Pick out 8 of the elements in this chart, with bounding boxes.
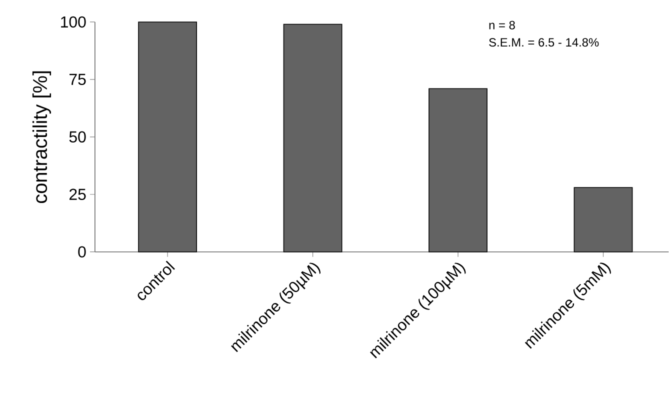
y-tick-label: 75 (70, 74, 86, 86)
y-tick-label: 25 (70, 188, 86, 200)
y-tick-label: 100 (61, 16, 86, 28)
y-tick-label: 0 (78, 246, 86, 258)
y-tick-label: 50 (69, 131, 86, 143)
y-axis-title: contractility [%] (32, 72, 52, 204)
annotation: n = 8 (489, 21, 515, 30)
annotation: S.E.M. = 6.5 - 14.8% (489, 38, 599, 47)
